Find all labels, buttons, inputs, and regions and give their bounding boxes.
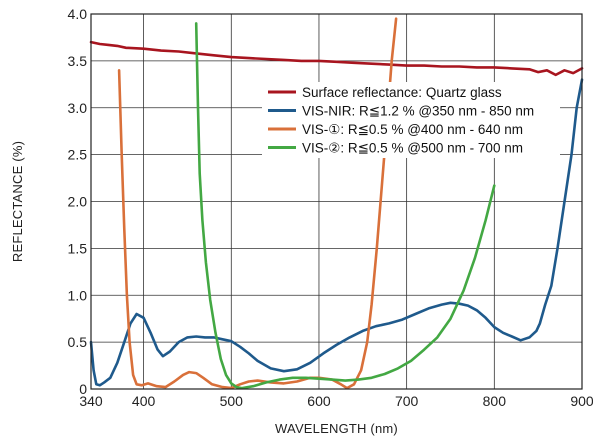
- x-tick-label: 700: [395, 393, 419, 409]
- legend-label-4: VIS-②: R≦0.5 % @500 nm - 700 nm: [302, 141, 523, 156]
- y-tick-label: 0.5: [68, 334, 88, 350]
- series-line-2: [89, 78, 584, 387]
- x-tick-label: 500: [220, 393, 244, 409]
- series-line-3: [117, 17, 398, 390]
- y-tick-label: 2.0: [68, 194, 88, 210]
- legend-label-3: VIS-①: R≦0.5 % @400 nm - 640 nm: [302, 122, 523, 137]
- grid: [90, 13, 583, 390]
- legend: Surface reflectance: Quartz glass VIS-NIR…: [262, 82, 560, 158]
- legend-label-2: VIS-NIR: R≦1.2 % @350 nm - 850 nm: [302, 104, 534, 119]
- y-tick-label: 1.5: [68, 240, 88, 256]
- x-tick-label: 600: [307, 393, 331, 409]
- x-tick-labels: 340 400 500 600 700 800 900: [79, 393, 593, 409]
- legend-box: [262, 82, 560, 158]
- series-line-1: [89, 40, 584, 77]
- y-tick-label: 1.0: [68, 287, 88, 303]
- y-tick-labels: 0 0.5 1.0 1.5 2.0 2.5 3.0 3.5 4.0: [68, 6, 88, 397]
- series-line-4: [194, 22, 496, 390]
- legend-label-1: Surface reflectance: Quartz glass: [302, 85, 502, 100]
- y-axis-title: REFLECTANCE (%): [10, 141, 25, 262]
- x-tick-label: 900: [570, 393, 593, 409]
- x-tick-label: 800: [483, 393, 507, 409]
- y-tick-label: 3.5: [68, 53, 88, 69]
- plot-frame: [90, 13, 583, 390]
- y-tick-label: 2.5: [68, 147, 88, 163]
- y-tick-label: 3.0: [68, 100, 88, 116]
- y-tick-label: 0: [79, 381, 87, 397]
- x-tick-label: 340: [79, 393, 103, 409]
- x-tick-label: 400: [132, 393, 156, 409]
- y-tick-label: 4.0: [68, 6, 88, 22]
- x-axis-title: WAVELENGTH (nm): [275, 421, 398, 436]
- series-layer: [89, 17, 584, 390]
